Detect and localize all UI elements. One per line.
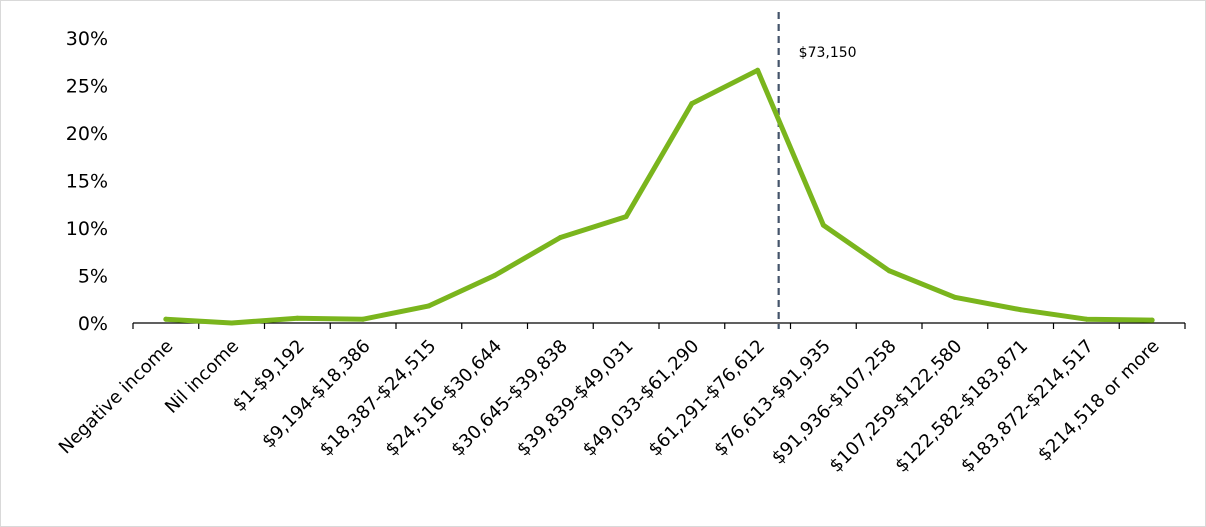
data-point [492,273,498,278]
data-point [426,303,432,309]
x-tick-label: $61,291-$76,612 [644,336,769,461]
x-tick-label: $107,259-$122,580 [825,336,966,477]
data-point [623,214,629,220]
data-point [229,320,235,326]
x-tick-label: $18,387-$24,515 [316,336,441,461]
data-point [360,316,366,322]
data-point [755,67,761,73]
y-tick-label: 10% [66,218,108,240]
x-tick-label: $214,518 or more [1034,336,1164,466]
x-tick-label: $24,516-$30,644 [381,336,506,461]
x-tick-label: $122,582-$183,871 [891,336,1032,477]
data-point [886,268,892,274]
data-point [1083,316,1089,322]
data-point [820,222,826,228]
data-point [689,101,695,107]
data-point [163,316,169,322]
x-tick-label: $76,613-$91,935 [710,336,835,461]
data-point [557,235,563,240]
data-point [1018,307,1024,313]
y-tick-label: 20% [66,123,108,145]
y-tick-label: 30% [66,28,108,50]
data-point [1149,317,1155,323]
x-tick-label: Negative income [55,336,178,459]
x-tick-label: $49,033-$61,290 [579,336,704,461]
x-tick-label: $39,839-$49,031 [513,336,638,461]
data-point [294,315,300,321]
y-tick-label: 5% [78,266,108,288]
y-axis: 0% 5% 10% 15% 20% 25% 30% [66,28,108,335]
series [163,67,1155,326]
y-tick-label: 15% [66,171,108,193]
median-marker-label: $73,150 [799,45,857,61]
x-tick-label: $30,645-$39,838 [447,336,572,461]
data-point [952,294,958,300]
y-tick-label: 0% [78,313,108,335]
x-tick-label: $91,936-$107,258 [768,336,901,469]
series-line [163,67,1155,326]
y-tick-label: 25% [66,76,108,98]
median-marker: $73,150 [777,12,857,329]
x-tick-label: $183,872-$214,517 [957,336,1098,477]
